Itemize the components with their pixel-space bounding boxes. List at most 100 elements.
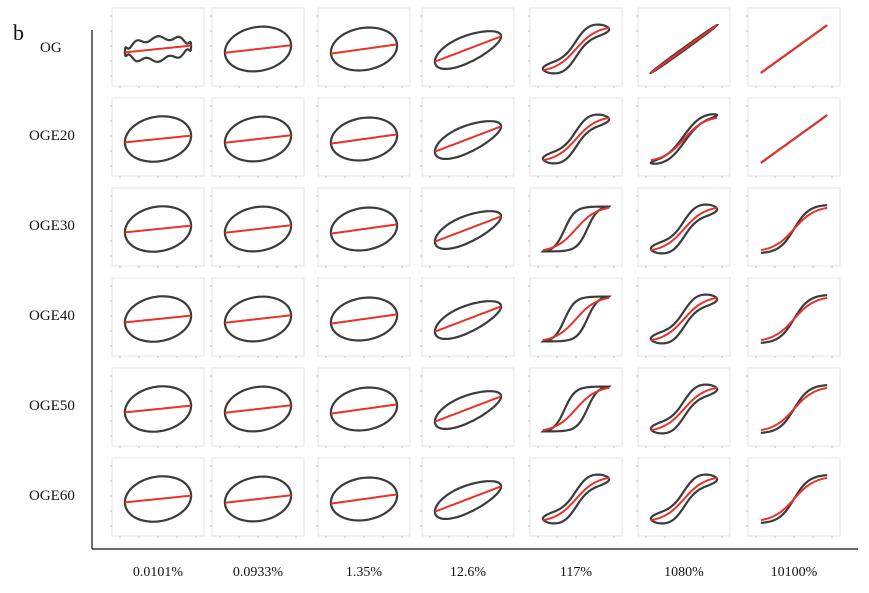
lissajous-plot — [110, 187, 205, 268]
row-label: OGE20 — [29, 128, 75, 144]
lissajous-plot — [110, 367, 205, 448]
lissajous-plot — [528, 367, 623, 448]
elastic-stress-line — [760, 114, 828, 164]
lissajous-plot — [420, 457, 515, 538]
lissajous-plot — [420, 367, 515, 448]
stress-loop — [540, 205, 612, 253]
lissajous-plot — [528, 7, 623, 88]
stress-loop — [649, 203, 719, 255]
stress-loop — [329, 296, 399, 342]
elastic-stress-line — [224, 224, 292, 234]
lissajous-plot — [316, 457, 411, 538]
elastic-stress-line — [434, 215, 502, 243]
elastic-stress-line — [542, 26, 610, 72]
column-label: 0.0933% — [232, 565, 284, 580]
lissajous-plot — [110, 7, 205, 88]
stress-loop — [760, 204, 828, 254]
plot-frame — [529, 7, 623, 87]
stress-loop — [541, 473, 611, 525]
row-label: OGE50 — [29, 398, 75, 414]
elastic-stress-line — [224, 494, 292, 504]
plot-frame — [421, 457, 515, 537]
column-label: 12.6% — [449, 565, 487, 580]
elastic-stress-line — [124, 314, 192, 324]
lissajous-plot — [746, 187, 841, 268]
elastic-stress-line — [124, 494, 192, 504]
lissajous-plot — [636, 97, 731, 178]
elastic-stress-line — [650, 476, 718, 522]
stress-loop — [649, 473, 719, 525]
lissajous-plot — [746, 7, 841, 88]
panel-letter: b — [13, 20, 24, 45]
stress-loop — [760, 384, 828, 434]
elastic-stress-line — [650, 116, 718, 162]
elastic-stress-line — [650, 24, 718, 74]
lissajous-plot — [210, 367, 305, 448]
lissajous-plot — [316, 277, 411, 358]
lissajous-plot — [636, 367, 731, 448]
elastic-stress-line — [224, 44, 292, 54]
stress-loop — [760, 294, 828, 344]
lissajous-plot — [746, 97, 841, 178]
lissajous-plot — [210, 277, 305, 358]
column-label: 117% — [559, 565, 593, 580]
lissajous-plot — [420, 97, 515, 178]
stress-loop — [329, 116, 399, 162]
lissajous-plot — [316, 187, 411, 268]
lissajous-plot — [636, 187, 731, 268]
plot-frame — [529, 277, 623, 357]
plot-frame — [637, 367, 731, 447]
lissajous-plot — [746, 277, 841, 358]
row-label: OGE30 — [29, 218, 75, 234]
row-label: OGE40 — [29, 308, 75, 324]
elastic-stress-line — [542, 386, 610, 432]
plot-frame — [529, 187, 623, 267]
lissajous-plot — [420, 187, 515, 268]
elastic-stress-line — [760, 24, 828, 74]
lissajous-plot — [110, 457, 205, 538]
lissajous-plot — [528, 187, 623, 268]
lissajous-plot — [746, 457, 841, 538]
stress-loop — [649, 293, 719, 345]
column-label: 1.35% — [345, 565, 383, 580]
elastic-stress-line — [542, 296, 610, 342]
lissajous-plot — [528, 97, 623, 178]
stress-loop — [329, 386, 399, 432]
plot-frame — [747, 97, 841, 177]
column-label: 0.0101% — [132, 565, 184, 580]
lissajous-plot — [110, 277, 205, 358]
lissajous-plot — [210, 457, 305, 538]
elastic-stress-line — [330, 493, 398, 505]
lissajous-plot — [316, 7, 411, 88]
stress-loop — [541, 23, 611, 75]
elastic-stress-line — [124, 404, 192, 414]
plot-frame — [421, 367, 515, 447]
elastic-stress-line — [760, 206, 828, 252]
lissajous-plot — [636, 7, 731, 88]
elastic-stress-line — [434, 35, 502, 63]
elastic-stress-line — [330, 223, 398, 235]
stress-loop — [649, 383, 719, 435]
elastic-stress-line — [760, 476, 828, 522]
lissajous-plot — [210, 187, 305, 268]
plot-frame — [421, 7, 515, 87]
elastic-stress-line — [434, 125, 502, 153]
elastic-stress-line — [434, 395, 502, 423]
row-label: OG — [40, 40, 62, 56]
lissajous-plot — [316, 367, 411, 448]
lissajous-plot — [528, 277, 623, 358]
plot-frame — [529, 367, 623, 447]
plot-frame — [529, 97, 623, 177]
elastic-stress-line — [650, 206, 718, 252]
lissajous-plot — [210, 7, 305, 88]
stress-loop — [329, 26, 399, 72]
elastic-stress-line — [760, 296, 828, 342]
lissajous-plot — [316, 97, 411, 178]
elastic-stress-line — [434, 485, 502, 513]
elastic-stress-line — [434, 305, 502, 333]
stress-loop — [329, 206, 399, 252]
lissajous-plot — [636, 277, 731, 358]
elastic-stress-line — [224, 314, 292, 324]
elastic-stress-line — [760, 386, 828, 432]
